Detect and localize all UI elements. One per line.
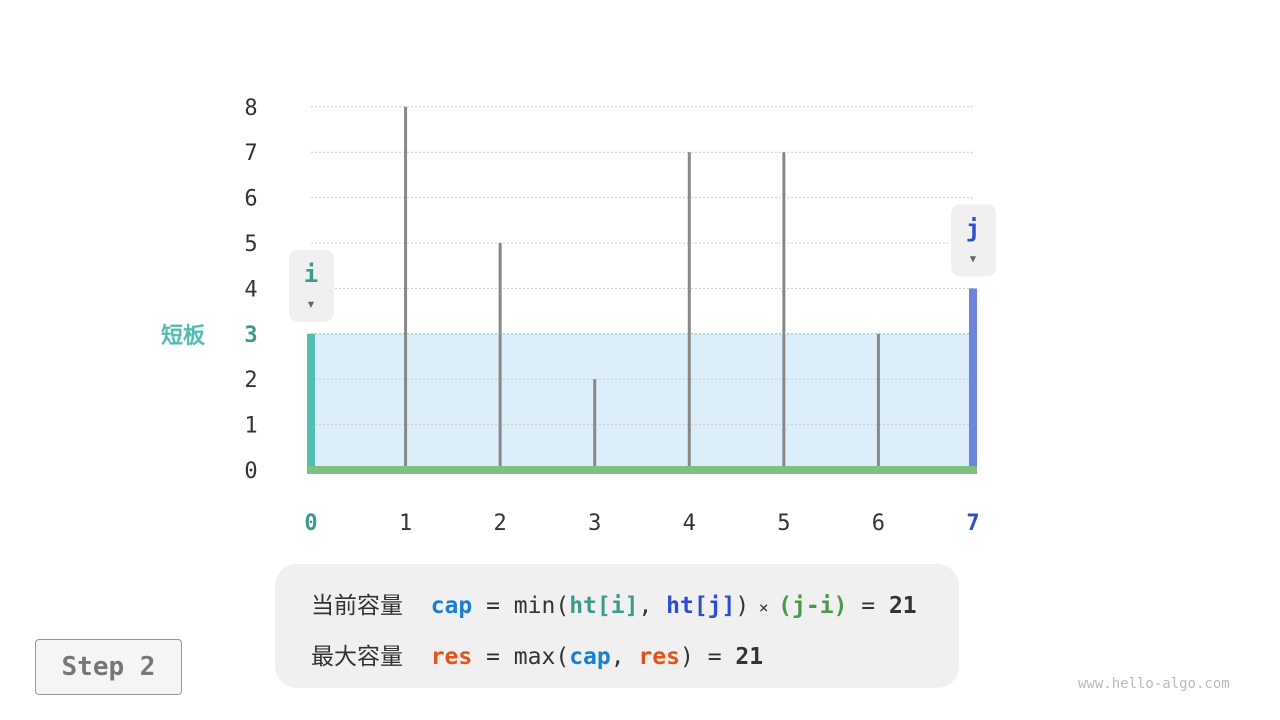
formula-line-cap: 当前容量 cap = min(ht[i], ht[j]) × (j-i) = 2… xyxy=(311,586,917,620)
hti: ht[i] xyxy=(569,593,639,619)
htj: ht[j] xyxy=(666,593,736,619)
text: , xyxy=(638,593,667,619)
pointer-j-box xyxy=(950,204,996,277)
baseline xyxy=(307,466,977,474)
cap: cap xyxy=(569,644,611,670)
water-area xyxy=(311,333,973,470)
y-tick-label: 8 xyxy=(244,96,257,121)
x-tick-label: 3 xyxy=(588,511,601,536)
bar-0 xyxy=(307,333,315,470)
text: ) xyxy=(735,593,750,619)
x-tick-label: 0 xyxy=(304,511,317,536)
ji: (j-i) xyxy=(778,593,848,619)
text: = max( xyxy=(472,644,570,670)
text: = min( xyxy=(472,593,570,619)
label: 最大容量 xyxy=(311,644,403,670)
x-tick-label: 1 xyxy=(399,511,412,536)
y-tick-label: 2 xyxy=(244,368,257,393)
res-value: 21 xyxy=(735,644,764,670)
text: ) xyxy=(679,644,694,670)
arrow-down-icon: ▾ xyxy=(306,294,316,313)
formula-line-res: 最大容量 res = max(cap, res) = 21 xyxy=(311,637,763,671)
watermark: www.hello-algo.com xyxy=(1078,676,1230,692)
text: = xyxy=(693,644,736,670)
res: res xyxy=(638,644,680,670)
bar-2 xyxy=(498,243,502,470)
text: = xyxy=(847,593,889,619)
cap-var: cap xyxy=(430,593,473,619)
x-tick-label: 7 xyxy=(966,511,979,536)
pointer-i-label: i xyxy=(304,260,318,288)
y-tick-label: 3 xyxy=(244,323,257,348)
cap-value: 21 xyxy=(888,593,917,619)
x-tick-label: 6 xyxy=(872,511,885,536)
short-board-label: 短板 xyxy=(161,324,206,349)
step-button[interactable]: Step 2 xyxy=(35,639,182,695)
x-tick-label: 5 xyxy=(777,511,790,536)
y-tick-label: 0 xyxy=(244,459,257,484)
bar-1 xyxy=(404,106,408,471)
y-tick-label: 5 xyxy=(244,232,257,257)
x-tick-label: 4 xyxy=(683,511,696,536)
res-var: res xyxy=(430,644,473,670)
label: 当前容量 xyxy=(311,593,403,619)
arrow-down-icon: ▾ xyxy=(968,248,978,267)
bar-7 xyxy=(968,288,977,470)
bar-5 xyxy=(782,152,786,470)
y-tick-label: 1 xyxy=(244,414,257,439)
y-tick-label: 7 xyxy=(244,141,257,166)
pointer-i-box xyxy=(289,249,334,322)
y-tick-label: 4 xyxy=(244,277,257,302)
text: , xyxy=(610,644,639,670)
times: × xyxy=(749,598,779,617)
x-tick-label: 2 xyxy=(494,511,507,536)
bar-6 xyxy=(876,333,880,470)
bar-4 xyxy=(687,152,691,470)
formula-box: 当前容量 cap = min(ht[i], ht[j]) × (j-i) = 2… xyxy=(275,564,959,688)
bar-3 xyxy=(593,379,597,470)
y-tick-label: 6 xyxy=(244,187,257,212)
pointer-j-label: j xyxy=(966,214,980,242)
